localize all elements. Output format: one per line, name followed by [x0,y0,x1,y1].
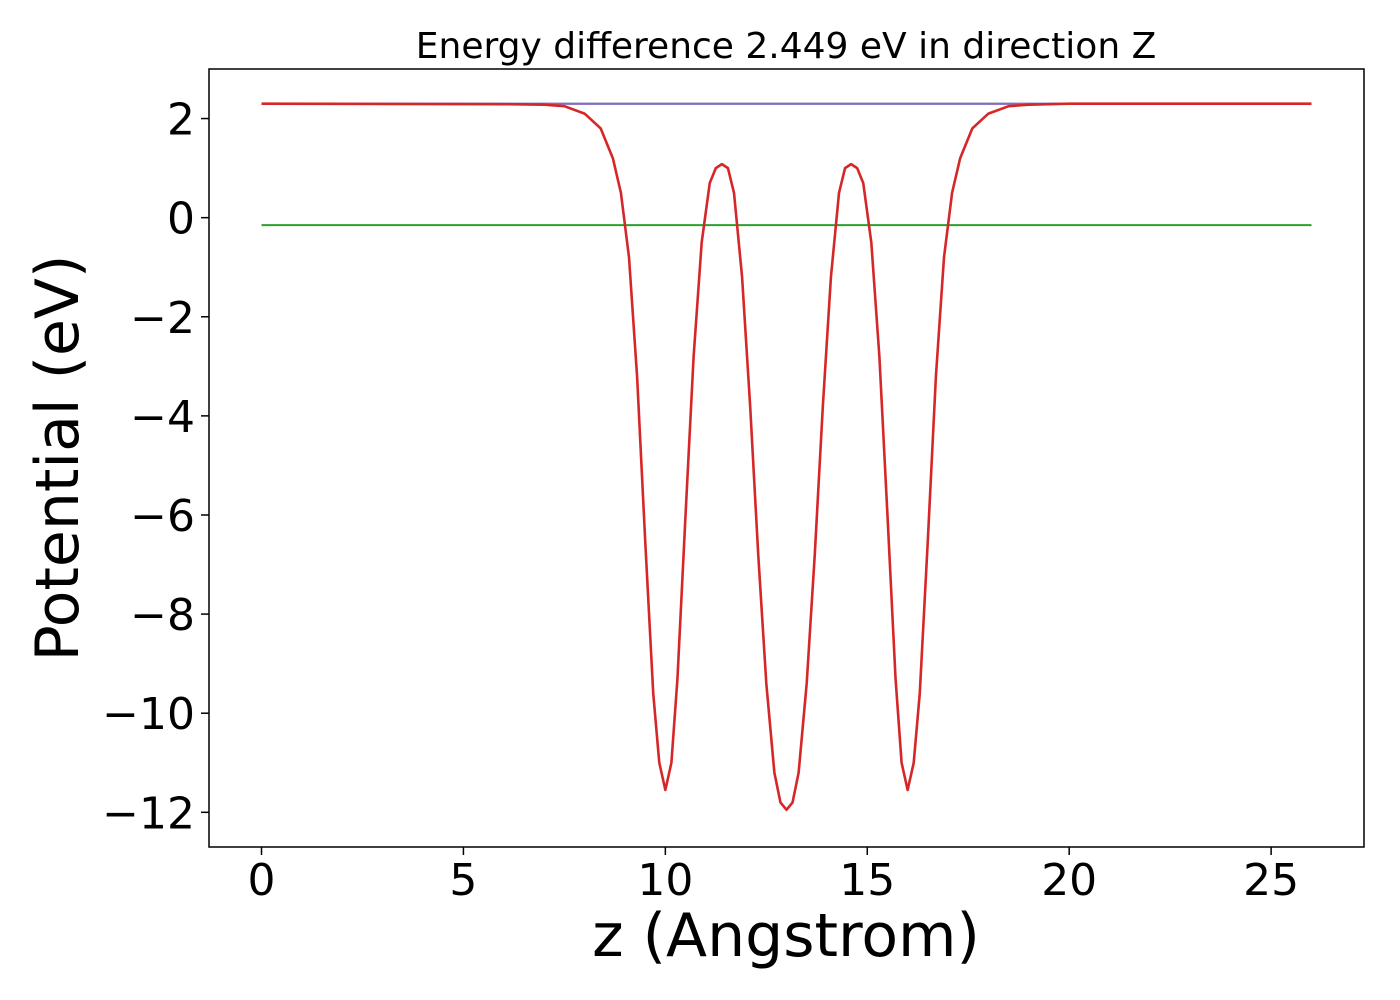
x-tick-label-3: 15 [839,855,895,906]
y-tick-label-4: −6 [130,491,195,542]
y-tick-label-3: −4 [130,392,195,443]
y-tick-label-6: −10 [102,689,195,740]
chart-title: Energy difference 2.449 eV in direction … [416,26,1157,67]
y-tick-label-7: −12 [102,788,195,839]
x-tick-label-5: 25 [1243,855,1299,906]
y-axis-label: Potential (eV) [23,255,93,662]
y-tick-label-5: −8 [130,590,195,641]
x-axis-label: z (Angstrom) [592,901,980,971]
series-layer [261,102,1312,812]
plot-frame [208,68,1365,848]
x-tick-label-4: 20 [1041,855,1097,906]
y-tick-label-1: 0 [167,194,195,245]
y-tick-label-0: 2 [167,95,195,146]
x-axis-ticks: 0 5 10 15 20 25 [248,847,1299,906]
series-line-3 [261,102,1312,812]
x-tick-label-1: 5 [449,855,477,906]
x-tick-label-2: 10 [637,855,693,906]
x-tick-label-0: 0 [248,855,276,906]
y-tick-label-2: −2 [130,293,195,344]
y-axis-ticks: 2 0 −2 −4 −6 −8 −10 −12 [102,95,209,839]
